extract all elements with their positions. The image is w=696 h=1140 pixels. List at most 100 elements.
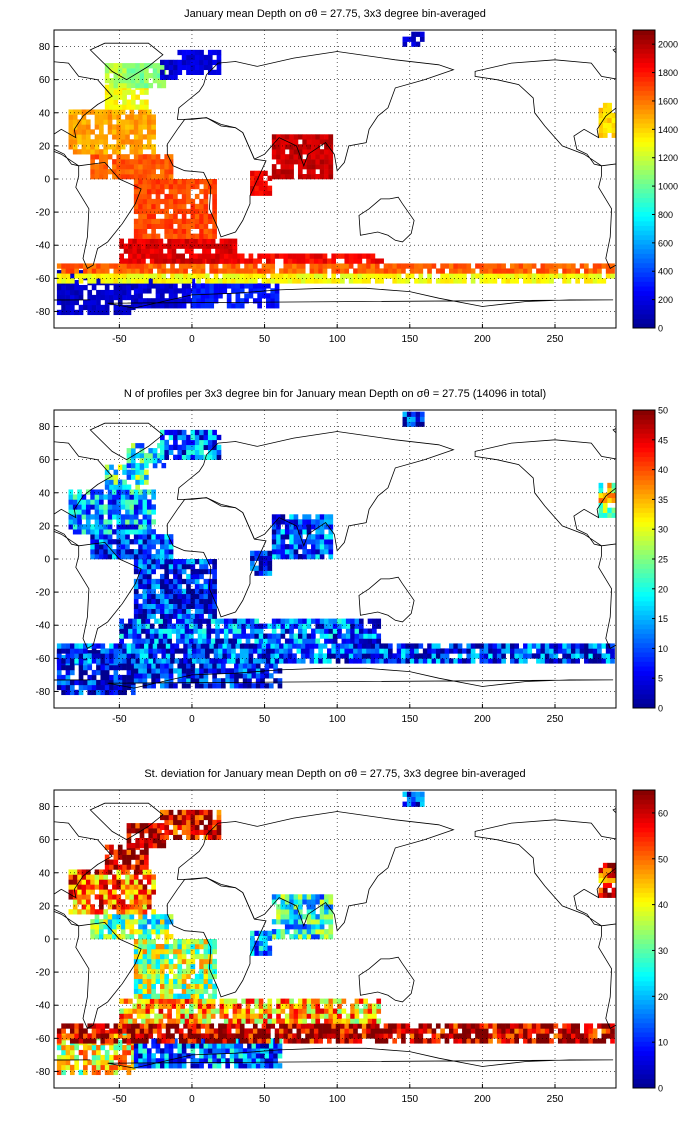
bin-cell: [146, 124, 152, 130]
bin-cell: [514, 643, 520, 649]
bin-cell: [151, 1058, 156, 1064]
bin-cell: [200, 288, 206, 294]
bin-cell: [157, 658, 162, 664]
bin-cell: [444, 648, 450, 654]
bin-cell: [501, 278, 506, 284]
bin-cell: [168, 169, 174, 175]
bin-cell: [607, 127, 612, 133]
colorbar-tick-label: 1000: [658, 182, 678, 192]
bin-cell: [263, 623, 268, 629]
bin-cell: [125, 544, 130, 550]
bin-cell: [142, 504, 148, 510]
bin-cell: [151, 598, 156, 604]
bin-cell: [232, 638, 238, 644]
bin-cell: [245, 1018, 251, 1024]
bin-cell: [138, 223, 143, 229]
bin-cell: [225, 1043, 231, 1049]
bin-cell: [148, 268, 154, 274]
colorbar-step: [633, 661, 655, 667]
bin-cell: [251, 1043, 257, 1049]
bin-cell: [261, 653, 267, 659]
bin-cell: [177, 1048, 183, 1054]
bin-cell: [160, 588, 165, 595]
bin-cell: [457, 643, 463, 649]
bin-cell: [151, 593, 156, 600]
bin-cell: [91, 674, 97, 681]
bin-cell: [203, 673, 209, 679]
bin-cell: [160, 963, 165, 970]
bin-cell: [297, 529, 303, 535]
bin-cell: [376, 618, 382, 624]
bin-cell: [181, 978, 187, 984]
bin-cell: [151, 534, 156, 540]
bin-cell: [297, 1013, 303, 1019]
bin-cell: [588, 1033, 594, 1039]
bin-cell: [141, 623, 146, 629]
bin-cell: [191, 288, 197, 294]
bin-cell: [287, 1033, 293, 1039]
bin-cell: [116, 154, 122, 160]
bin-cell: [148, 73, 154, 79]
bin-cell: [302, 149, 307, 155]
bin-cell: [292, 1033, 297, 1039]
bin-cell: [81, 514, 87, 520]
bin-cell: [199, 203, 204, 210]
bin-cell: [117, 1059, 123, 1066]
bin-cell: [77, 529, 82, 535]
bin-cell: [254, 190, 260, 196]
bin-cell: [234, 673, 239, 679]
bin-cell: [186, 598, 191, 604]
bin-cell: [96, 1049, 101, 1056]
bin-cell: [190, 59, 196, 66]
bin-cell: [284, 623, 290, 629]
bin-cell: [251, 1058, 257, 1064]
colorbar-step: [633, 62, 655, 68]
bin-cell: [229, 1058, 235, 1064]
bin-cell: [292, 1023, 297, 1029]
bin-cell: [100, 648, 106, 654]
bin-cell: [562, 268, 567, 274]
bin-cell: [212, 588, 217, 595]
bin-cell: [383, 273, 389, 279]
bin-cell: [146, 303, 152, 309]
bin-cell: [239, 253, 245, 259]
bin-cell: [449, 263, 454, 269]
depth-map-chart: January mean Depth on σθ = 27.75, 3x3 de…: [36, 8, 678, 345]
bin-cell: [138, 544, 143, 550]
bin-cell: [139, 453, 145, 459]
bin-cell: [151, 504, 156, 510]
colorbar-step: [633, 470, 655, 476]
bin-cell: [584, 1033, 589, 1039]
bin-cell: [361, 263, 367, 269]
bin-cell: [263, 170, 268, 176]
bin-cell: [234, 678, 239, 684]
bin-cell: [65, 284, 71, 291]
bin-cell: [406, 416, 412, 422]
bin-cell: [96, 650, 101, 656]
bin-cell: [157, 78, 162, 84]
bin-cell: [225, 678, 231, 684]
bin-cell: [152, 68, 158, 74]
bin-cell: [126, 484, 132, 490]
colorbar-tick-label: 1600: [658, 96, 678, 106]
coastline: [176, 51, 455, 172]
bin-cell: [280, 144, 286, 150]
bin-cell: [605, 263, 611, 269]
bin-cell: [392, 653, 398, 659]
bin-cell: [496, 1033, 502, 1039]
bin-cell: [466, 268, 472, 274]
bin-cell: [213, 263, 219, 269]
bin-cell: [284, 618, 290, 624]
bin-cell: [180, 633, 185, 639]
bin-cell: [335, 643, 341, 649]
bin-cell: [138, 948, 143, 955]
bin-cell: [183, 658, 188, 664]
bin-cell: [135, 278, 140, 284]
bin-cell: [138, 188, 143, 195]
bin-cell: [94, 489, 100, 495]
bin-cell: [584, 658, 589, 664]
bin-cell: [358, 618, 364, 624]
bin-cell: [164, 59, 170, 66]
bin-cell: [244, 258, 249, 264]
y-tick-label: -60: [36, 274, 51, 285]
